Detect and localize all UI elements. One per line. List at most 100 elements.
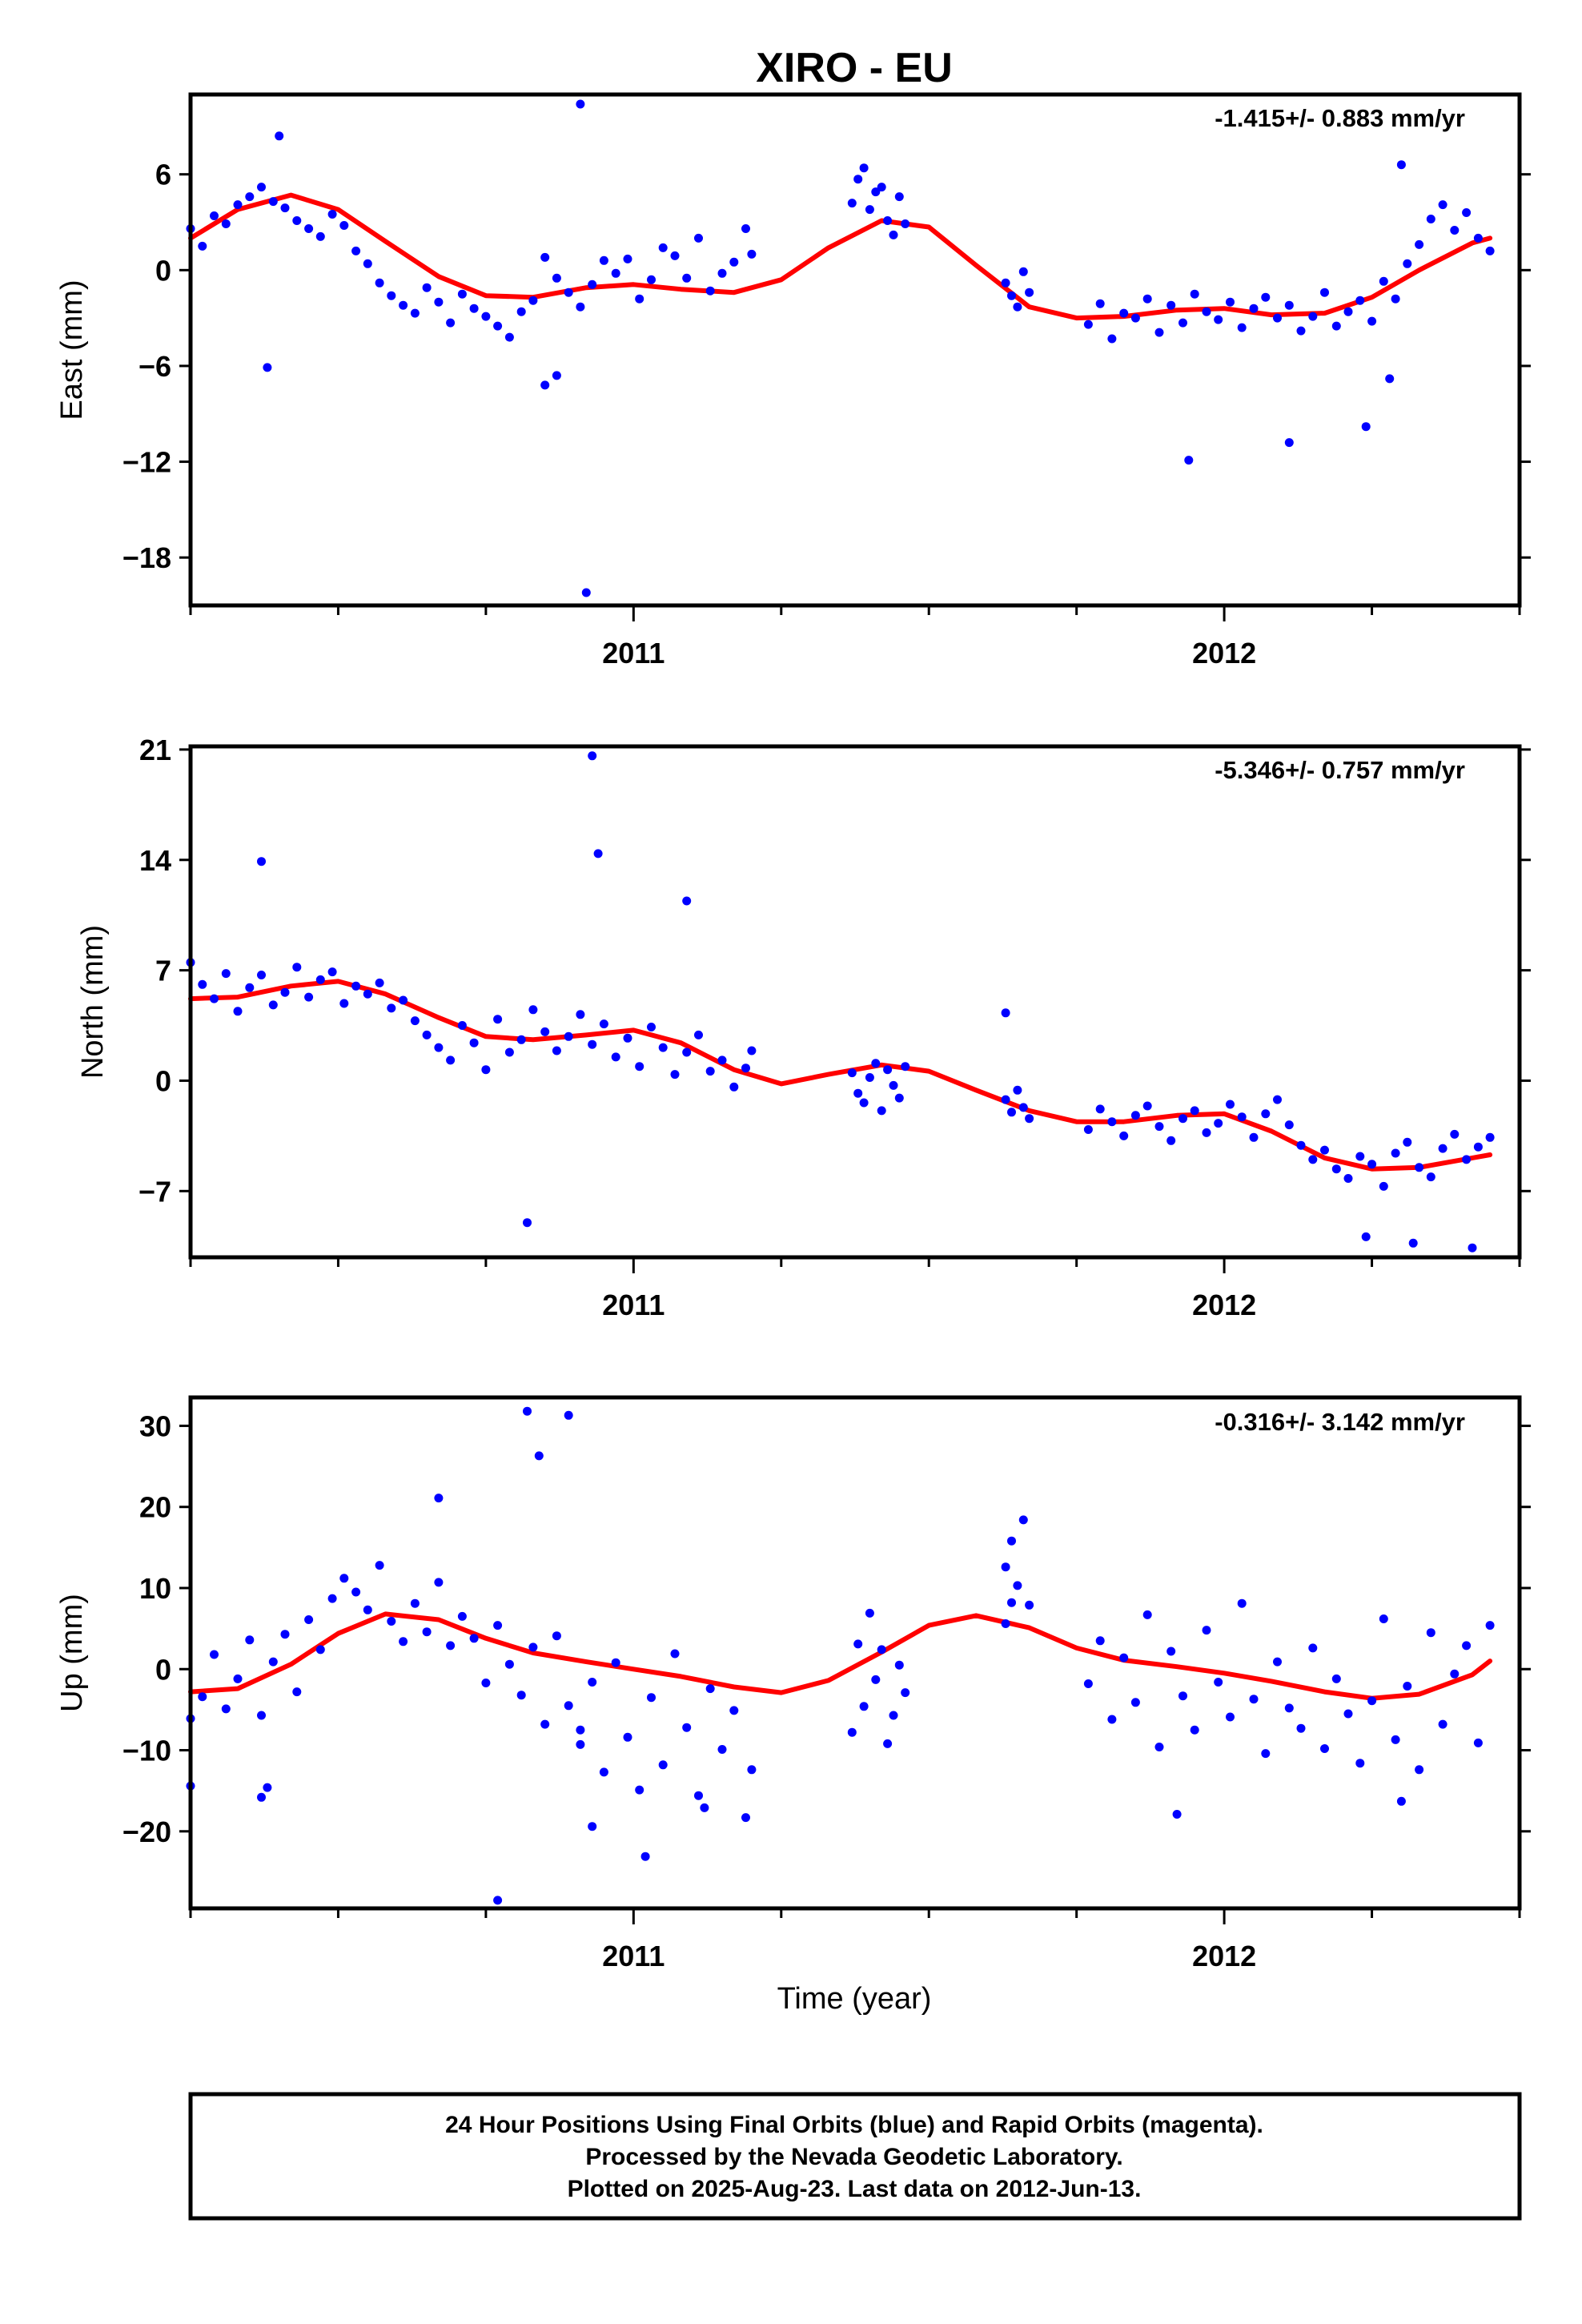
north-data-point <box>257 971 266 979</box>
up-data-point <box>877 1645 886 1655</box>
north-ytick-label: 14 <box>139 844 171 877</box>
up-data-point <box>1226 1712 1235 1722</box>
up-data-point <box>1007 1598 1016 1607</box>
north-data-point <box>647 1023 656 1031</box>
east-data-point <box>233 200 243 210</box>
up-data-point <box>304 1615 314 1624</box>
north-data-point <box>1485 1132 1495 1142</box>
up-data-point <box>1018 1515 1028 1525</box>
east-data-point <box>717 268 727 278</box>
east-data-point <box>540 252 550 262</box>
up-rate-label: -0.316+/- 3.142 mm/yr <box>1215 1408 1465 1436</box>
east-data-point <box>410 308 420 318</box>
north-data-point <box>481 1065 491 1075</box>
east-data-point <box>1001 278 1010 287</box>
east-ticks: −18 −12 −6 0 6 2011 2012 <box>122 159 1531 669</box>
east-data-point <box>280 203 290 213</box>
north-data-point <box>1273 1095 1282 1104</box>
up-data-point <box>1284 1703 1294 1713</box>
north-data-point <box>1190 1106 1199 1116</box>
north-data-point <box>877 1106 886 1116</box>
east-data-point <box>883 216 893 225</box>
up-data-point <box>865 1608 874 1618</box>
north-data-point <box>658 1043 668 1052</box>
footer-box: 24 Hour Positions Using Final Orbits (bl… <box>188 2092 1522 2221</box>
east-data-point <box>1385 374 1395 384</box>
up-data-point <box>493 1621 503 1630</box>
east-data-point <box>1367 316 1377 326</box>
up-data-point <box>434 1578 444 1587</box>
up-data-point <box>1320 1744 1329 1753</box>
east-data-point <box>363 259 372 268</box>
north-data-point <box>552 1046 561 1055</box>
up-data-point <box>564 1410 573 1420</box>
north-data-point <box>1320 1145 1329 1155</box>
east-ytick-label: −12 <box>122 446 171 479</box>
up-data-point <box>635 1785 644 1795</box>
north-data-point <box>1001 1008 1010 1018</box>
east-data-point <box>901 219 910 228</box>
north-data-point <box>1166 1136 1176 1145</box>
north-data-point <box>245 983 255 992</box>
north-data-point <box>292 963 302 972</box>
up-y-axis-label: Up (mm) <box>55 1594 89 1712</box>
up-data-point <box>1296 1723 1306 1733</box>
up-data-point <box>1343 1709 1353 1719</box>
up-fit-curve <box>188 1611 1493 1701</box>
east-data-point <box>1013 302 1022 312</box>
up-data-point <box>647 1693 656 1703</box>
up-data-point <box>1391 1735 1400 1744</box>
north-data-point <box>363 989 372 999</box>
north-data-point <box>682 896 692 906</box>
up-data-point <box>1154 1743 1164 1751</box>
east-data-point <box>540 380 550 390</box>
up-data-point <box>363 1605 372 1614</box>
up-data-point <box>623 1732 632 1742</box>
up-xtick-label: 2011 <box>602 1940 665 1972</box>
up-data-point <box>1007 1536 1016 1546</box>
up-fit-layer <box>188 1611 1493 1701</box>
north-data-point <box>422 1030 432 1039</box>
up-data-point <box>504 1659 514 1669</box>
up-frame <box>188 1395 1522 1911</box>
east-data-point <box>1426 215 1435 223</box>
north-data-point <box>1119 1131 1129 1140</box>
east-data-point <box>275 131 284 141</box>
east-data-point <box>315 231 325 241</box>
x-axis-label: Time (year) <box>777 1982 932 2016</box>
north-data-point <box>717 1055 727 1065</box>
north-data-point <box>1367 1160 1377 1169</box>
up-data-point <box>694 1791 703 1800</box>
north-data-point <box>304 992 314 1002</box>
up-data-point <box>1119 1653 1129 1663</box>
up-data-point <box>747 1765 757 1775</box>
north-data-point <box>682 1047 692 1057</box>
north-data-point <box>741 1063 750 1073</box>
up-data-point <box>1249 1695 1259 1704</box>
north-data-point <box>564 1031 573 1041</box>
east-data-point <box>1025 287 1034 297</box>
east-data-point <box>1284 438 1294 448</box>
up-data-point <box>1473 1738 1483 1747</box>
north-data-point <box>457 1021 467 1030</box>
north-data-point <box>1415 1163 1424 1172</box>
north-data-point <box>1355 1152 1365 1161</box>
north-data-point <box>523 1218 532 1228</box>
up-data-point <box>1142 1610 1152 1619</box>
north-plot-area: −7 0 7 14 21 2011 2012 <box>139 734 1531 1321</box>
up-data-point <box>1450 1669 1460 1679</box>
up-data-point <box>670 1649 680 1659</box>
east-data-point <box>481 312 491 321</box>
east-data-point <box>1273 313 1282 323</box>
up-points-layer <box>186 1406 1495 1905</box>
north-data-point <box>901 1062 910 1072</box>
footer-line-3: Plotted on 2025-Aug-23. Last data on 201… <box>568 2176 1142 2202</box>
north-data-point <box>593 849 603 858</box>
up-data-point <box>1214 1678 1223 1687</box>
east-points-layer <box>186 99 1495 597</box>
up-data-point <box>1190 1725 1199 1735</box>
up-data-point <box>481 1679 491 1687</box>
north-ytick-label: 7 <box>155 955 171 987</box>
east-panel: −18 −12 −6 0 6 2011 2012 -1.415+/- 0.883 mm/yr… <box>55 92 1531 669</box>
up-data-point <box>1438 1719 1447 1729</box>
